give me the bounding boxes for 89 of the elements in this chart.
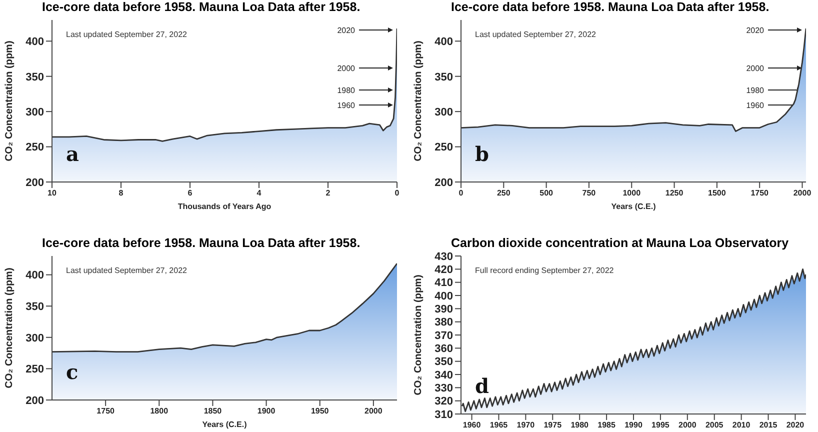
- y-tick-label: 250: [26, 142, 44, 154]
- y-tick-label: 330: [434, 382, 453, 395]
- y-tick-label: 250: [26, 364, 44, 376]
- y-tick-label: 400: [434, 36, 453, 48]
- annotation: 2020: [337, 26, 356, 35]
- x-tick-label: 8: [118, 188, 124, 198]
- y-axis-title: CO₂ Concentration (ppm): [413, 274, 424, 396]
- annotation: 2000: [746, 64, 765, 73]
- y-tick-label: 400: [26, 270, 44, 282]
- y-tick-label: 320: [434, 396, 453, 408]
- x-tick-label: 1850: [204, 406, 222, 416]
- x-tick-label: 1950: [310, 406, 330, 416]
- y-tick-label: 430: [434, 250, 453, 263]
- y-tick-label: 200: [26, 176, 44, 189]
- y-tick-label: 360: [434, 343, 453, 356]
- x-tick-label: 2000: [364, 406, 383, 416]
- x-tick-label: 500: [540, 188, 554, 198]
- y-axis-title: CO₂ Concentration (ppm): [4, 40, 15, 162]
- y-tick-label: 300: [26, 106, 44, 118]
- y-tick-label: 380: [434, 316, 453, 329]
- x-axis-title: Years (C.E.): [611, 202, 656, 211]
- x-tick-label: 1995: [652, 420, 670, 430]
- x-tick-label: 1975: [544, 420, 562, 430]
- annotation: a: [66, 142, 79, 166]
- chart-title: Ice-core data before 1958. Mauna Loa Data after 1958.: [450, 0, 770, 16]
- y-tick-label: 310: [434, 408, 453, 421]
- x-tick-label: 250: [496, 188, 511, 198]
- x-tick-label: 0: [458, 188, 464, 198]
- annotation: c: [66, 360, 78, 384]
- y-tick-label: 410: [434, 277, 453, 290]
- annotation: 1980: [337, 86, 356, 95]
- annotation: Last updated September 27, 2022: [66, 30, 187, 39]
- x-tick-label: 2005: [705, 420, 724, 430]
- y-tick-label: 370: [434, 330, 453, 342]
- x-tick-label: 6: [188, 188, 193, 198]
- y-tick-label: 300: [26, 332, 44, 344]
- x-tick-label: 750: [582, 188, 596, 198]
- x-tick-label: 1800: [150, 406, 169, 416]
- x-tick-label: 2020: [786, 420, 805, 430]
- x-tick-label: 2: [326, 188, 331, 198]
- y-tick-label: 350: [434, 356, 453, 368]
- x-tick-label: 1960: [462, 420, 482, 430]
- y-tick-label: 400: [434, 290, 453, 302]
- x-tick-label: 10: [48, 188, 57, 198]
- y-tick-label: 400: [26, 36, 44, 48]
- x-tick-label: 1965: [490, 420, 508, 430]
- x-tick-label: 1970: [516, 420, 536, 430]
- annotation: 2020: [746, 26, 765, 35]
- y-tick-label: 200: [26, 394, 44, 407]
- y-tick-label: 350: [434, 71, 453, 84]
- annotation: Full record ending September 27, 2022: [475, 266, 614, 275]
- x-tick-label: 1750: [750, 188, 770, 198]
- x-tick-label: 1985: [598, 420, 616, 430]
- chart-title: Ice-core data before 1958. Mauna Loa Data after 1958.: [41, 0, 362, 16]
- x-tick-label: 2000: [678, 420, 697, 430]
- x-tick-label: 1900: [257, 406, 276, 416]
- x-tick-label: 2000: [793, 188, 812, 198]
- chart-title: Carbon dioxide concentration at Mauna Loa Observatory: [450, 236, 790, 252]
- y-tick-label: 200: [434, 176, 453, 189]
- x-tick-label: 1250: [665, 188, 684, 198]
- y-axis-title: CO₂ Concentration (ppm): [4, 268, 15, 388]
- y-tick-label: 390: [434, 304, 453, 316]
- annotation: Last updated September 27, 2022: [66, 266, 187, 275]
- x-tick-label: 4: [256, 188, 262, 198]
- y-tick-label: 420: [434, 264, 453, 276]
- x-tick-label: 1000: [622, 188, 642, 198]
- annotation: d: [475, 374, 489, 398]
- y-tick-label: 250: [434, 142, 453, 154]
- x-axis-title: Thousands of Years Ago: [178, 202, 272, 211]
- annotation: Last updated September 27, 2022: [475, 30, 596, 39]
- annotation: b: [475, 142, 489, 166]
- annotation: 1960: [746, 101, 765, 110]
- x-tick-label: 1980: [570, 420, 590, 430]
- x-tick-label: 1750: [96, 406, 116, 416]
- x-tick-label: 2015: [759, 420, 778, 430]
- y-tick-label: 350: [26, 300, 44, 313]
- x-tick-label: 1500: [708, 188, 726, 198]
- x-tick-label: 1990: [624, 420, 643, 430]
- y-tick-label: 340: [434, 369, 453, 382]
- x-tick-label: 2010: [732, 420, 751, 430]
- annotation: 2000: [337, 64, 356, 73]
- x-tick-label: 0: [394, 188, 400, 198]
- annotation: 1960: [337, 101, 356, 110]
- chart-title: Ice-core data before 1958. Mauna Loa Data after 1958.: [41, 236, 362, 252]
- x-axis-title: Years (C.E.): [202, 420, 248, 429]
- annotation: 1980: [746, 86, 765, 95]
- y-axis-title: CO₂ Concentration (ppm): [413, 40, 424, 162]
- y-tick-label: 350: [26, 71, 44, 84]
- y-tick-label: 300: [434, 106, 453, 118]
